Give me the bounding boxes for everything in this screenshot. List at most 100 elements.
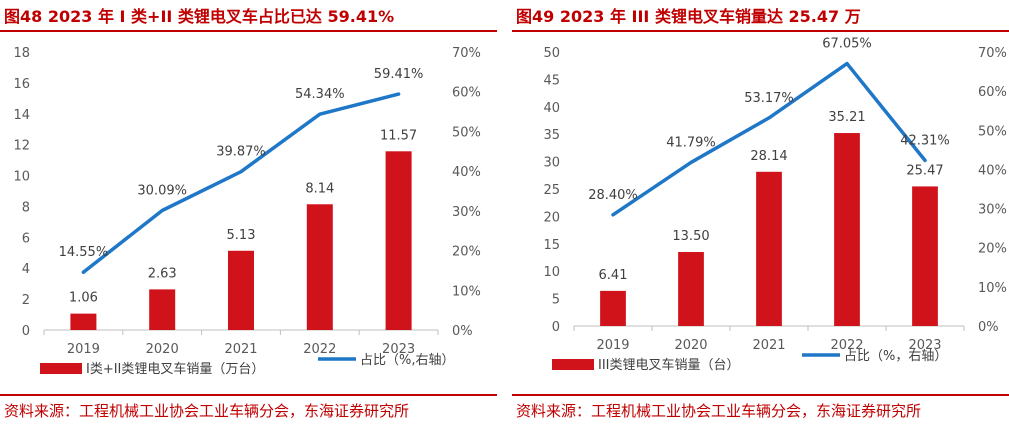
- source-rule: [512, 394, 1009, 396]
- x-tick-label: 2020: [674, 338, 707, 353]
- y-tick-label: 10: [543, 265, 560, 280]
- share-point: [81, 270, 85, 274]
- share-point: [923, 158, 927, 162]
- x-tick-label: 2019: [596, 338, 629, 353]
- y2-tick-label: 70%: [452, 46, 481, 61]
- legend-line-label: 占比（%，右轴）: [844, 349, 947, 364]
- y-tick-label: 18: [13, 46, 30, 61]
- line-data-label: 53.17%: [744, 91, 794, 106]
- bar-data-label: 1.06: [69, 291, 98, 306]
- y2-tick-label: 60%: [452, 86, 481, 101]
- legend-bar-label: III类锂电叉车销量（台）: [598, 357, 740, 373]
- source-rule: [0, 394, 497, 396]
- x-tick-label: 2023: [382, 342, 415, 357]
- share-point: [845, 62, 849, 66]
- bar-data-label: 13.50: [672, 229, 709, 244]
- y-tick-label: 15: [543, 238, 560, 253]
- x-tick-label: 2022: [830, 338, 863, 353]
- x-tick-label: 2021: [752, 338, 785, 353]
- figure-title: 图49 2023 年 III 类锂电叉车销量达 25.47 万: [516, 7, 861, 26]
- y-tick-label: 8: [22, 200, 30, 215]
- y2-tick-label: 10%: [452, 284, 481, 299]
- bar-data-label: 6.41: [599, 268, 628, 283]
- title-rule: [0, 30, 497, 32]
- y-tick-label: 6: [22, 231, 30, 246]
- line-data-label: 14.55%: [59, 245, 109, 260]
- share-point: [318, 112, 322, 116]
- bar: [600, 290, 626, 326]
- y-tick-label: 2: [22, 293, 30, 308]
- y2-tick-label: 0%: [978, 320, 999, 335]
- line-data-label: 28.40%: [588, 188, 638, 203]
- bar-data-label: 25.47: [906, 163, 943, 178]
- combo-chart-class3-sales: 0 5 10 15 20 25 30 35 40 45 50 0% 10% 20% 30% 40% 50% 60%…: [543, 37, 1007, 373]
- y2-tick-label: 40%: [452, 165, 481, 180]
- legend-bar-swatch: [552, 359, 594, 370]
- y-tick-label: 12: [13, 139, 30, 154]
- bar: [70, 313, 97, 330]
- source-note: 资料来源：工程机械工业协会工业车辆分会，东海证券研究所: [516, 402, 922, 420]
- share-line: [81, 92, 401, 274]
- share-point: [689, 160, 693, 164]
- figure-49-panel: 图49 2023 年 III 类锂电叉车销量达 25.47 万 0 5 10 15 20…: [512, 0, 1009, 430]
- bar-data-label: 11.57: [380, 128, 417, 143]
- bar: [385, 151, 412, 330]
- y2-tick-label: 20%: [452, 245, 481, 260]
- y-tick-label: 30: [543, 156, 560, 171]
- bar: [306, 204, 333, 330]
- bar-data-label: 28.14: [750, 149, 787, 164]
- line-data-label: 67.05%: [822, 37, 872, 52]
- y-tick-label: 20: [543, 210, 560, 225]
- y2-tick-label: 0%: [452, 324, 473, 339]
- y-tick-label: 14: [13, 108, 30, 123]
- bar: [756, 171, 782, 326]
- x-tick-label: 2021: [224, 342, 257, 357]
- y2-tick-label: 50%: [978, 124, 1007, 139]
- y-tick-label: 40: [543, 101, 560, 116]
- bar: [912, 186, 938, 326]
- bar-data-label: 35.21: [828, 110, 865, 125]
- line-data-label: 54.34%: [295, 87, 345, 102]
- legend-bar-swatch: [40, 363, 82, 374]
- figure-48-panel: 图48 2023 年 I 类+II 类锂电叉车占比已达 59.41% 0 2 4 6 8…: [0, 0, 497, 430]
- y2-tick-label: 10%: [978, 281, 1007, 296]
- y-tick-label: 4: [22, 262, 30, 277]
- y2-tick-label: 40%: [978, 163, 1007, 178]
- line-data-label: 41.79%: [666, 135, 716, 150]
- figure-title: 图48 2023 年 I 类+II 类锂电叉车占比已达 59.41%: [4, 7, 395, 26]
- y2-tick-label: 70%: [978, 46, 1007, 61]
- y2-tick-label: 30%: [978, 203, 1007, 218]
- y-tick-label: 45: [543, 73, 560, 88]
- x-tick-label: 2023: [908, 338, 941, 353]
- share-point: [767, 116, 771, 120]
- line-data-label: 39.87%: [216, 145, 266, 160]
- x-tick-label: 2019: [67, 342, 100, 357]
- y-tick-label: 0: [552, 320, 560, 335]
- bar-data-label: 8.14: [305, 181, 334, 196]
- share-point: [160, 208, 164, 212]
- line-data-label: 59.41%: [374, 67, 424, 82]
- y-tick-label: 16: [13, 77, 30, 92]
- bar: [227, 250, 255, 330]
- y-tick-label: 25: [543, 183, 560, 198]
- y2-tick-label: 30%: [452, 205, 481, 220]
- y2-tick-label: 60%: [978, 85, 1007, 100]
- y2-tick-label: 20%: [978, 242, 1007, 257]
- combo-chart-lithium-share: 0 2 4 6 8 10 12 14 16 18 0% 10% 20% 30% 40% 50% 60% 70% 20…: [13, 46, 481, 377]
- y-tick-label: 10: [13, 170, 30, 185]
- source-note: 资料来源：工程机械工业协会工业车辆分会，东海证券研究所: [4, 402, 410, 420]
- line-data-label: 42.31%: [900, 133, 950, 148]
- legend-bar-label: I类+II类锂电叉车销量（万台）: [86, 361, 264, 377]
- y2-tick-label: 50%: [452, 125, 481, 140]
- share-point: [397, 92, 401, 96]
- bar-data-label: 5.13: [227, 228, 256, 243]
- y-tick-label: 0: [22, 324, 30, 339]
- title-rule: [512, 30, 1009, 32]
- y-tick-label: 35: [543, 128, 560, 143]
- y-tick-label: 50: [543, 46, 560, 61]
- bar: [834, 133, 860, 326]
- bar-data-label: 2.63: [148, 266, 177, 281]
- bar: [678, 252, 704, 326]
- bar: [149, 289, 176, 330]
- y-tick-label: 5: [552, 293, 560, 308]
